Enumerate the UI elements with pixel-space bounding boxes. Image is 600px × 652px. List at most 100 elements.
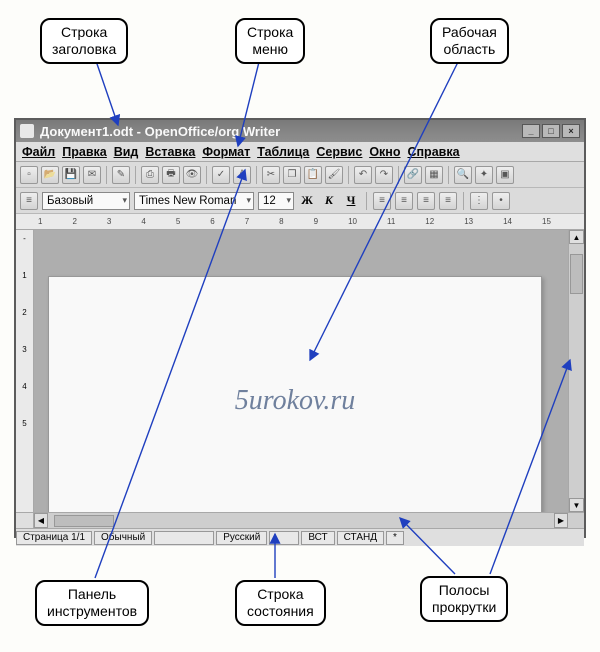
style-combo[interactable]: Базовый: [42, 192, 130, 210]
autospell-icon[interactable]: ᴬ: [233, 166, 251, 184]
vertical-scrollbar[interactable]: ▲ ▼: [568, 230, 584, 512]
menu-item[interactable]: Справка: [405, 145, 461, 159]
callout-status-l2: состояния: [247, 603, 314, 619]
fontsize-combo[interactable]: 12: [258, 192, 294, 210]
work-area: -12345 5urokov.ru ▲ ▼: [16, 230, 584, 512]
status-style: Обычный: [94, 531, 152, 545]
horizontal-ruler: 1 2 3 4 5 6 7 8 9 10 11 12 13 14 15: [16, 214, 584, 230]
callout-toolbar-l1: Панель: [68, 586, 116, 602]
numbering-icon[interactable]: ⋮: [470, 192, 488, 210]
app-window: Документ1.odt - OpenOffice/org Writer _ …: [14, 118, 586, 538]
status-lang: Русский: [216, 531, 267, 545]
menu-item[interactable]: Файл: [20, 145, 57, 159]
mail-icon[interactable]: ✉: [83, 166, 101, 184]
menu-item[interactable]: Таблица: [255, 145, 311, 159]
save-icon[interactable]: 💾: [62, 166, 80, 184]
table-icon[interactable]: ▦: [425, 166, 443, 184]
scroll-left-icon[interactable]: ◀: [34, 513, 48, 528]
align-right-icon[interactable]: ≡: [417, 192, 435, 210]
callout-workarea-l2: область: [443, 41, 495, 57]
callout-status: Строка состояния: [235, 580, 326, 626]
paste-icon[interactable]: 📋: [304, 166, 322, 184]
align-justify-icon[interactable]: ≡: [439, 192, 457, 210]
toolbar-sep: [256, 166, 257, 184]
bold-button[interactable]: Ж: [298, 192, 316, 210]
callout-workarea: Рабочая область: [430, 18, 509, 64]
menu-item[interactable]: Окно: [367, 145, 402, 159]
edit-icon[interactable]: ✎: [112, 166, 130, 184]
scroll-up-icon[interactable]: ▲: [569, 230, 584, 244]
redo-icon[interactable]: ↷: [375, 166, 393, 184]
align-center-icon[interactable]: ≡: [395, 192, 413, 210]
toolbar-sep: [206, 166, 207, 184]
minimize-button[interactable]: _: [522, 124, 540, 138]
menu-item[interactable]: Формат: [200, 145, 252, 159]
copy-icon[interactable]: ❐: [283, 166, 301, 184]
callout-toolbar-l2: инструментов: [47, 603, 137, 619]
spellcheck-icon[interactable]: ✓: [212, 166, 230, 184]
scroll-right-icon[interactable]: ▶: [554, 513, 568, 528]
h-scroll-thumb[interactable]: [54, 515, 114, 527]
fontsize-value: 12: [263, 195, 276, 207]
new-icon[interactable]: ▫: [20, 166, 38, 184]
cut-icon[interactable]: ✂: [262, 166, 280, 184]
open-icon[interactable]: 📂: [41, 166, 59, 184]
style-value: Базовый: [47, 195, 93, 207]
scroll-down-icon[interactable]: ▼: [569, 498, 584, 512]
callout-scroll-l2: прокрутки: [432, 599, 496, 615]
toolbar-sep: [366, 192, 367, 210]
callout-scroll-l1: Полосы: [439, 582, 490, 598]
callout-menu-l2: меню: [252, 41, 288, 57]
gallery-icon[interactable]: ▣: [496, 166, 514, 184]
toolbar-sep: [398, 166, 399, 184]
horizontal-scrollbar[interactable]: ◀ ▶: [16, 512, 584, 528]
italic-button[interactable]: К: [320, 192, 338, 210]
statusbar: Страница 1/1 Обычный Русский ВСТ СТАНД *: [16, 528, 584, 546]
toolbar-sep: [106, 166, 107, 184]
toolbar-sep: [135, 166, 136, 184]
menu-item[interactable]: Сервис: [314, 145, 364, 159]
status-insert: ВСТ: [301, 531, 334, 545]
callout-toolbar: Панель инструментов: [35, 580, 149, 626]
font-value: Times New Roman: [139, 195, 236, 207]
formatting-toolbar: ≡ Базовый Times New Roman 12 Ж К Ч ≡ ≡ ≡…: [16, 188, 584, 214]
watermark-text: 5urokov.ru: [235, 385, 356, 417]
window-controls: _ □ ×: [522, 124, 580, 138]
nav-icon[interactable]: ✦: [475, 166, 493, 184]
toolbar-sep: [448, 166, 449, 184]
callout-menu: Строка меню: [235, 18, 305, 64]
standard-toolbar: ▫ 📂 💾 ✉ ✎ ⎙ 🖶 👁 ✓ ᴬ ✂ ❐ 📋 🖌 ↶ ↷ 🔗 ▦ 🔍 ✦ …: [16, 162, 584, 188]
page-viewport: 5urokov.ru: [34, 230, 568, 512]
maximize-button[interactable]: □: [542, 124, 560, 138]
menu-item[interactable]: Вставка: [143, 145, 197, 159]
h-scroll-track[interactable]: [48, 513, 554, 528]
status-blank: [154, 531, 214, 545]
bullets-icon[interactable]: •: [492, 192, 510, 210]
close-button[interactable]: ×: [562, 124, 580, 138]
callout-title-l2: заголовка: [52, 41, 116, 57]
font-combo[interactable]: Times New Roman: [134, 192, 254, 210]
pdf-icon[interactable]: ⎙: [141, 166, 159, 184]
align-left-icon[interactable]: ≡: [373, 192, 391, 210]
styles-icon[interactable]: ≡: [20, 192, 38, 210]
link-icon[interactable]: 🔗: [404, 166, 422, 184]
underline-button[interactable]: Ч: [342, 192, 360, 210]
app-icon: [20, 124, 34, 138]
callout-status-l1: Строка: [257, 586, 303, 602]
status-standard: СТАНД: [337, 531, 384, 545]
window-title: Документ1.odt - OpenOffice/org Writer: [40, 124, 280, 139]
preview-icon[interactable]: 👁: [183, 166, 201, 184]
v-scroll-thumb[interactable]: [570, 254, 583, 294]
toolbar-sep: [348, 166, 349, 184]
menu-item[interactable]: Вид: [112, 145, 141, 159]
titlebar: Документ1.odt - OpenOffice/org Writer _ …: [16, 120, 584, 142]
menu-item[interactable]: Правка: [60, 145, 108, 159]
undo-icon[interactable]: ↶: [354, 166, 372, 184]
callout-scroll: Полосы прокрутки: [420, 576, 508, 622]
status-modified: *: [386, 531, 404, 545]
toolbar-sep: [463, 192, 464, 210]
print-icon[interactable]: 🖶: [162, 166, 180, 184]
document-page[interactable]: 5urokov.ru: [48, 276, 542, 512]
format-paint-icon[interactable]: 🖌: [325, 166, 343, 184]
find-icon[interactable]: 🔍: [454, 166, 472, 184]
